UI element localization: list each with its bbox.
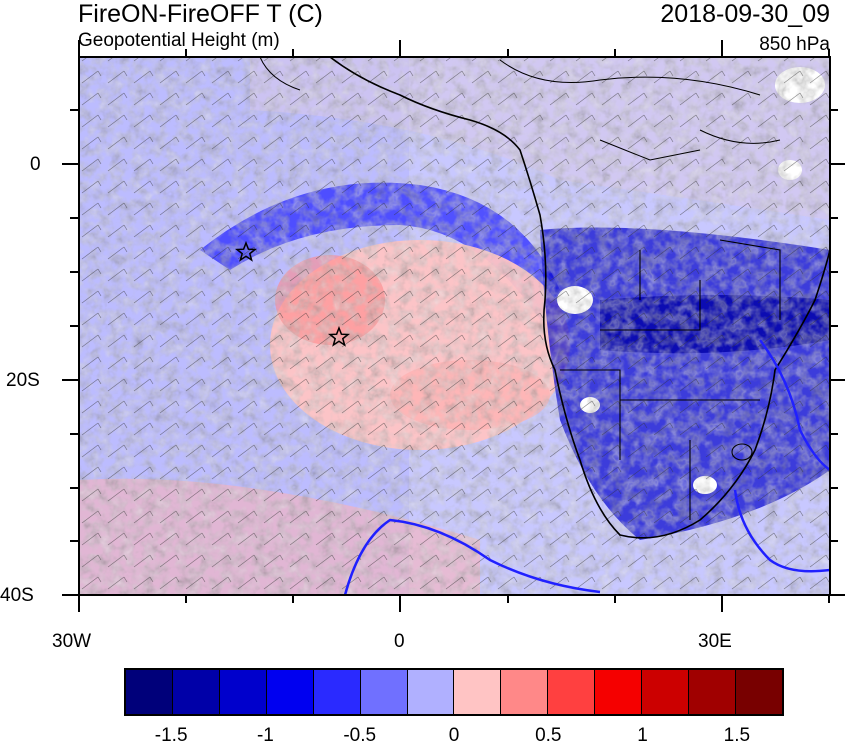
colorbar — [124, 668, 784, 716]
map-subtitle: Geopotential Height (m) — [78, 30, 280, 51]
colorbar-label: -0.5 — [343, 725, 377, 746]
y-tick-label: 20S — [6, 370, 40, 391]
colorbar-swatch — [172, 670, 220, 714]
colorbar-swatch — [735, 670, 782, 714]
colorbar-swatch — [548, 670, 596, 714]
colorbar-swatch — [689, 670, 736, 714]
y-tick-label: 40S — [0, 585, 34, 606]
axis-ticks — [62, 40, 845, 612]
pressure-level: 850 hPa — [759, 34, 830, 55]
colorbar-swatch — [266, 670, 314, 714]
colorbar-label: -1 — [256, 725, 274, 746]
colorbar-swatch — [595, 670, 643, 714]
colorbar-swatch — [454, 670, 502, 714]
x-tick-label: 30W — [52, 631, 92, 652]
map-date: 2018-09-30_09 — [660, 0, 830, 28]
colorbar-label: -1.5 — [154, 725, 188, 746]
colorbar-swatch — [501, 670, 549, 714]
star-marker-icon — [327, 325, 351, 347]
colorbar-swatch — [219, 670, 267, 714]
colorbar-label: 1.5 — [723, 725, 751, 746]
colorbar-swatch — [313, 670, 361, 714]
x-tick-label: 30E — [698, 631, 732, 652]
colorbar-swatch — [126, 670, 173, 714]
colorbar-swatch — [407, 670, 455, 714]
colorbar-label: 0 — [448, 725, 460, 746]
colorbar-swatch — [360, 670, 408, 714]
temperature-difference-field — [79, 57, 830, 595]
x-tick-label: 0 — [394, 631, 405, 652]
map-title: FireON-FireOFF T (C) — [78, 0, 323, 28]
star-marker-icon — [234, 240, 258, 262]
colorbar-swatch — [642, 670, 690, 714]
colorbar-label: 1 — [637, 725, 648, 746]
y-tick-label: 0 — [30, 154, 41, 175]
colorbar-label: 0.5 — [535, 725, 562, 746]
